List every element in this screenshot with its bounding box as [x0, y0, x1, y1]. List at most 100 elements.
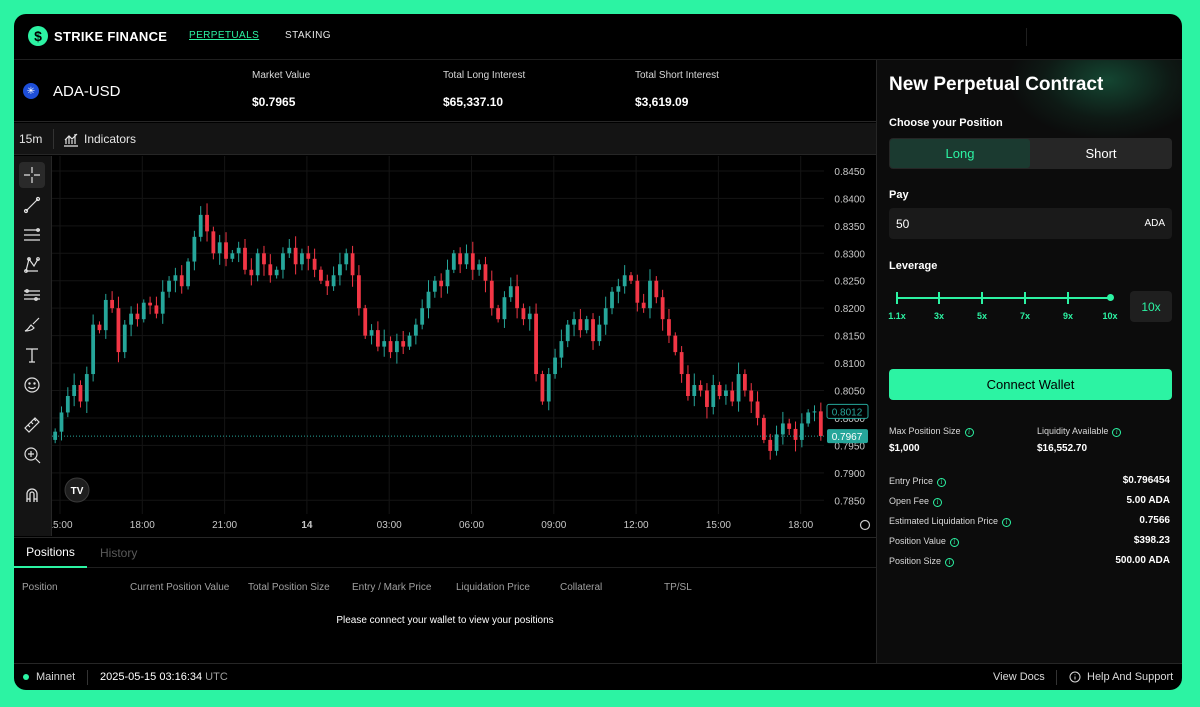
candle-body [711, 385, 716, 407]
asset-pair[interactable]: ADA-USD [53, 83, 121, 100]
brush-tool[interactable] [19, 312, 45, 338]
candle-body [72, 385, 77, 396]
info-icon[interactable]: i [945, 558, 955, 567]
brand-logo[interactable]: $ STRIKE FINANCE [28, 26, 167, 46]
candle-body [319, 269, 323, 281]
zoom-in-tool[interactable] [19, 442, 45, 468]
pattern-tool[interactable] [19, 252, 45, 278]
timestamp-value: 2025-05-15 03:16:34 [100, 671, 203, 683]
candle-body [799, 423, 804, 440]
market-stats-bar: ✳ ADA-USD Market Value $0.7965 Total Lon… [14, 60, 876, 122]
stat-label: Total Short Interest [635, 70, 719, 81]
candle-body [477, 264, 482, 270]
choose-position-label: Choose your Position [889, 117, 1003, 129]
leverage-value[interactable]: 10x [1130, 291, 1172, 322]
candle-body [458, 253, 463, 265]
leverage-mark: 9x [1062, 311, 1073, 321]
candle-body [648, 280, 652, 309]
candle-body [464, 253, 469, 265]
candle-body [755, 401, 760, 418]
info-icon[interactable]: i [1112, 428, 1122, 437]
leverage-mark: 1.1x [888, 311, 906, 321]
candle-body [812, 411, 817, 413]
candle-body [787, 423, 792, 429]
tab-positions[interactable]: Positions [14, 538, 87, 568]
leverage-tick[interactable] [1067, 292, 1069, 304]
price-tick-label: 0.8050 [834, 387, 865, 398]
position-size-label: Position Size i [889, 556, 955, 567]
price-chart[interactable]: 0.8450 0.8400 0.8350 0.8300 0.8250 0.8200 0.81… [47, 156, 876, 536]
candle-body [255, 253, 260, 276]
candlestick-chart[interactable]: 0.8450 0.8400 0.8350 0.8300 0.8250 0.8200 0.81… [47, 156, 876, 536]
view-docs-link[interactable]: View Docs [993, 671, 1045, 683]
candle-body [382, 341, 387, 347]
stat-total-long: Total Long Interest $65,337.10 [443, 70, 525, 109]
stat-total-short: Total Short Interest $3,619.09 [635, 70, 719, 109]
leverage-tick[interactable] [1024, 292, 1026, 304]
candle-body [413, 324, 418, 336]
info-icon[interactable]: i [1002, 518, 1012, 527]
info-icon[interactable]: i [933, 498, 943, 507]
prev-close-badge [826, 403, 869, 419]
help-icon[interactable] [1069, 671, 1081, 683]
candle-body [629, 275, 633, 281]
crosshair-tool[interactable] [19, 162, 45, 188]
text-tool[interactable] [19, 342, 45, 368]
leverage-tick[interactable] [896, 292, 898, 304]
candle-body [572, 319, 576, 325]
ruler-tool[interactable] [19, 412, 45, 438]
nav-staking[interactable]: STAKING [285, 30, 331, 41]
leverage-slider-handle[interactable] [1107, 294, 1114, 301]
indicators-button[interactable]: Indicators [84, 132, 137, 146]
timeframe-selector[interactable]: 15m [19, 132, 43, 146]
info-icon[interactable]: i [949, 538, 959, 547]
position-value-value: $398.23 [1133, 535, 1170, 546]
connect-wallet-button[interactable]: Connect Wallet [889, 369, 1172, 400]
candle-body [243, 247, 247, 270]
brand-name: STRIKE FINANCE [54, 28, 168, 44]
pay-amount[interactable]: 50 [896, 217, 910, 231]
stat-label: Market Value [252, 70, 311, 81]
emoji-tool[interactable] [19, 372, 45, 398]
logo-icon: $ [28, 26, 48, 46]
tab-history[interactable]: History [100, 546, 138, 560]
trend-line-tool[interactable] [19, 192, 45, 218]
candle-body [312, 258, 317, 270]
prediction-tool[interactable] [19, 282, 45, 308]
info-icon[interactable]: i [937, 478, 947, 487]
time-tick-label: 18:00 [788, 520, 813, 531]
candle-body [667, 319, 671, 336]
price-tick-label: 0.8100 [834, 359, 865, 370]
candle-body [230, 253, 235, 259]
stat-label: Total Long Interest [443, 70, 526, 81]
pay-input[interactable]: 50 ADA [889, 208, 1172, 239]
toolbar-divider [53, 129, 54, 149]
fib-retracement-tool[interactable] [19, 222, 45, 248]
candle-body [622, 275, 627, 287]
candle-body [179, 275, 184, 287]
pay-unit: ADA [1144, 218, 1165, 229]
info-icon[interactable]: i [964, 428, 974, 437]
candle-body [768, 439, 773, 451]
help-support-link[interactable]: Help And Support [1087, 671, 1174, 683]
magnet-tool[interactable] [19, 482, 45, 508]
candle-body [420, 308, 425, 325]
leverage-tick[interactable] [981, 292, 983, 304]
nav-perpetuals[interactable]: PERPETUALS [189, 30, 260, 41]
price-tick-label: 0.8200 [834, 304, 865, 315]
pattern-icon [24, 257, 40, 273]
candle-body [236, 247, 241, 254]
stat-value: $3,619.09 [635, 95, 689, 109]
long-button[interactable]: Long [890, 139, 1030, 168]
candle-body [110, 299, 115, 309]
leverage-mark: 5x [976, 311, 987, 321]
short-button[interactable]: Short [1085, 146, 1117, 161]
detail-label: Position Size [889, 556, 942, 566]
candle-body [761, 417, 766, 440]
indicators-icon[interactable] [63, 131, 79, 147]
leverage-tick[interactable] [938, 292, 940, 304]
network-status-dot [23, 674, 29, 680]
leverage-slider-track[interactable] [896, 297, 1110, 299]
price-tick-label: 0.8150 [834, 332, 865, 343]
time-tick-label: 03:00 [377, 520, 402, 531]
